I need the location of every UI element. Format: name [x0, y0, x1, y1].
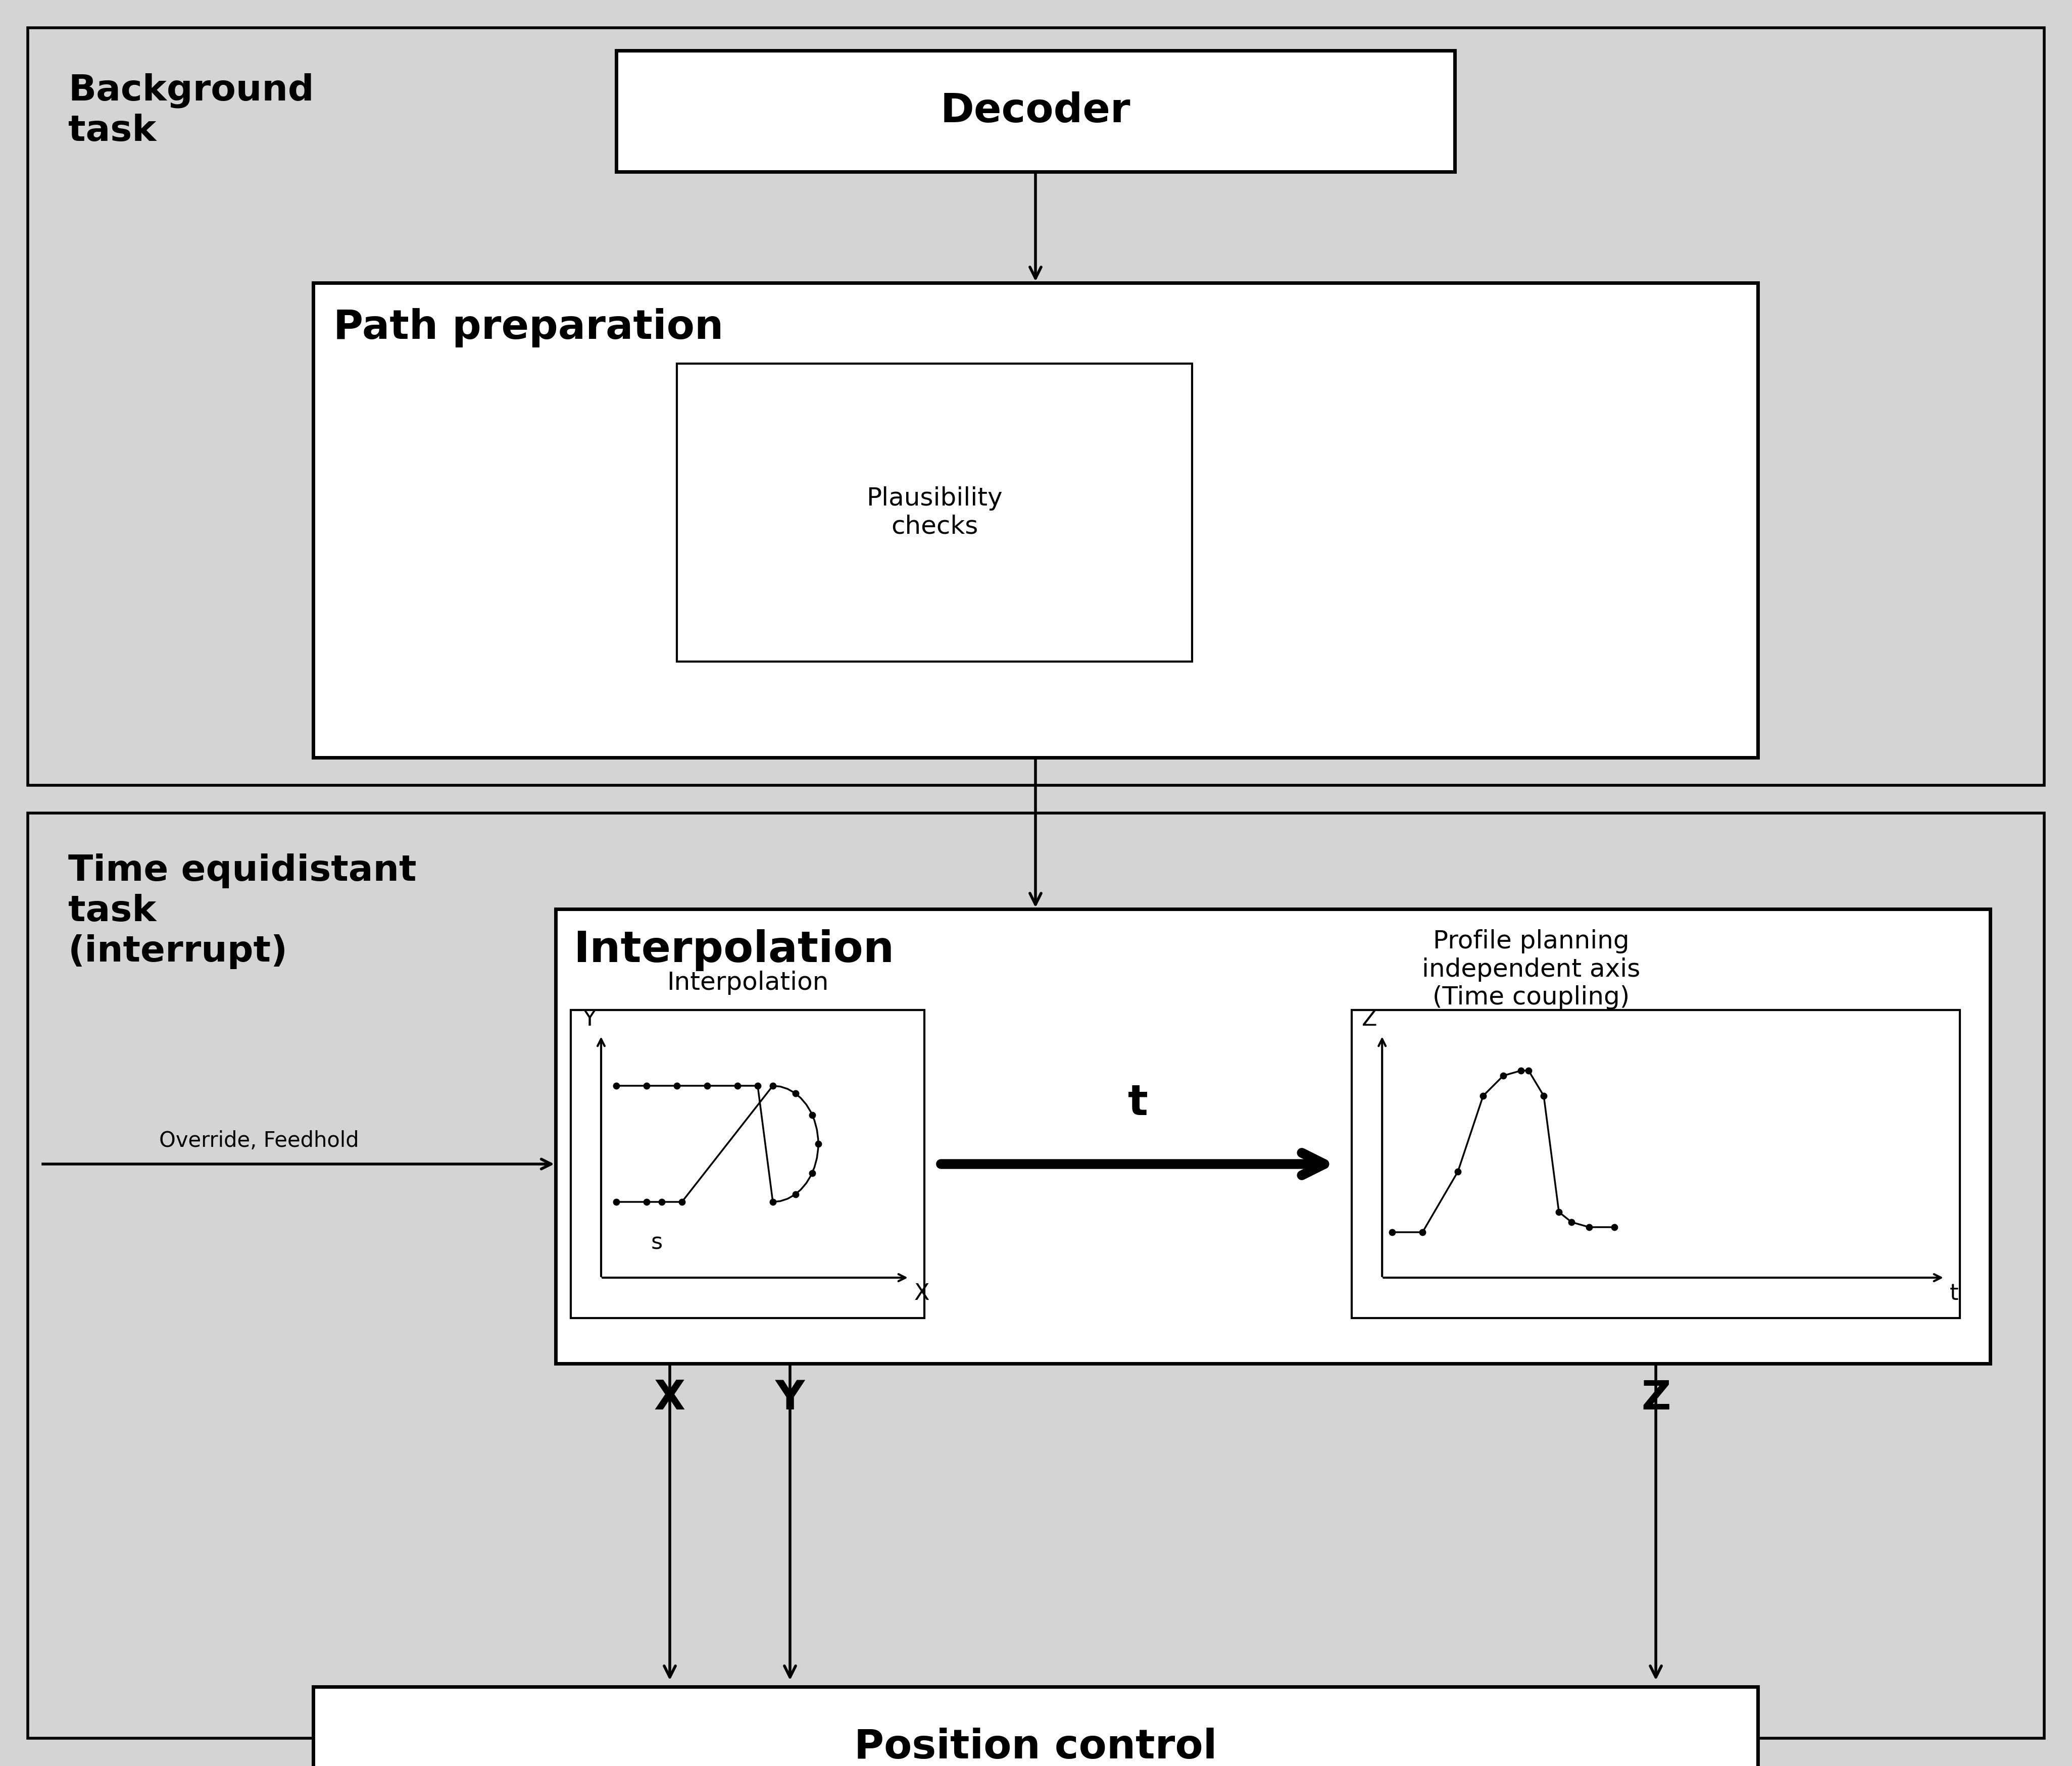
Bar	[27, 812, 2045, 1738]
Text: Interpolation: Interpolation	[667, 971, 829, 994]
Text: Y: Y	[775, 1379, 804, 1418]
Bar	[1351, 1010, 1960, 1317]
Text: Decoder: Decoder	[941, 92, 1131, 131]
Text: Plausibility
checks: Plausibility checks	[866, 486, 1003, 539]
Bar	[615, 51, 1455, 171]
Text: Background
task: Background task	[68, 72, 315, 148]
Text: Z: Z	[1641, 1379, 1670, 1418]
Text: s: s	[651, 1233, 663, 1254]
Text: Time equidistant
task
(interrupt): Time equidistant task (interrupt)	[68, 853, 416, 970]
Text: Override, Feedhold: Override, Feedhold	[160, 1130, 358, 1151]
Text: t: t	[1950, 1282, 1958, 1305]
Text: Path preparation: Path preparation	[334, 307, 723, 348]
Bar	[570, 1010, 924, 1317]
Text: Interpolation: Interpolation	[574, 929, 895, 971]
Text: X: X	[655, 1379, 686, 1418]
Bar	[313, 1687, 1757, 1766]
Bar	[678, 364, 1191, 662]
Bar	[313, 283, 1757, 758]
Bar	[27, 28, 2045, 786]
Text: Profile planning
independent axis
(Time coupling): Profile planning independent axis (Time …	[1421, 929, 1641, 1010]
Bar	[555, 909, 1991, 1363]
Text: Z: Z	[1361, 1008, 1378, 1030]
Text: Y: Y	[582, 1008, 597, 1030]
Text: t: t	[1127, 1083, 1148, 1123]
Text: X: X	[914, 1282, 930, 1305]
Text: Position control: Position control	[854, 1727, 1216, 1766]
